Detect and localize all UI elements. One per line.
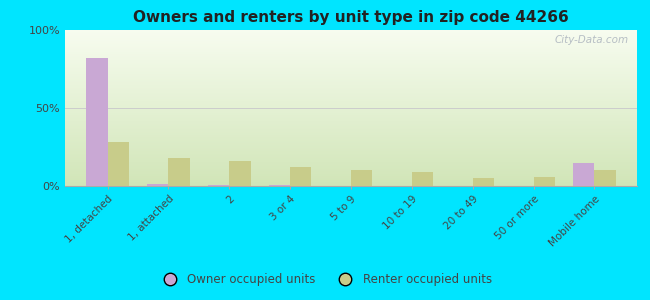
Bar bbox=[86, 58, 108, 186]
Bar bbox=[147, 184, 168, 186]
Bar bbox=[473, 178, 494, 186]
Bar bbox=[229, 161, 251, 186]
Legend: Owner occupied units, Renter occupied units: Owner occupied units, Renter occupied un… bbox=[153, 269, 497, 291]
Title: Owners and renters by unit type in zip code 44266: Owners and renters by unit type in zip c… bbox=[133, 10, 569, 25]
Bar bbox=[208, 185, 229, 186]
Bar bbox=[290, 167, 311, 186]
Bar bbox=[512, 185, 534, 186]
Bar bbox=[594, 170, 616, 186]
Bar bbox=[269, 185, 290, 186]
Bar bbox=[451, 185, 473, 186]
Bar bbox=[534, 177, 555, 186]
Bar bbox=[351, 170, 372, 186]
Bar bbox=[573, 163, 594, 186]
Text: City-Data.com: City-Data.com bbox=[554, 35, 629, 45]
Bar bbox=[168, 158, 190, 186]
Bar bbox=[330, 185, 351, 186]
Bar bbox=[108, 142, 129, 186]
Bar bbox=[412, 172, 433, 186]
Bar bbox=[391, 185, 412, 186]
